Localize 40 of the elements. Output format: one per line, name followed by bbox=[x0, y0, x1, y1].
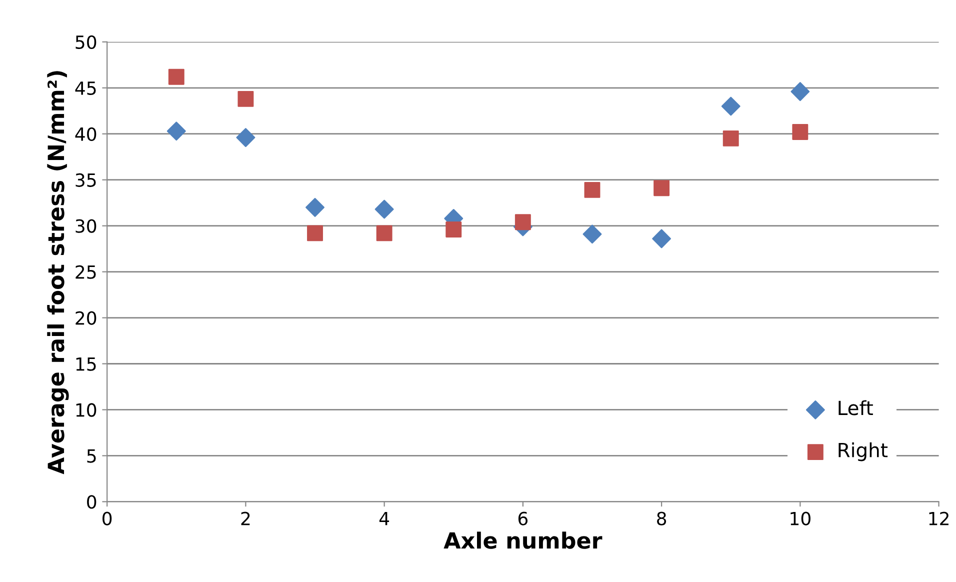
y-tick-label: 30 bbox=[76, 219, 96, 233]
legend-label: Left bbox=[838, 400, 873, 416]
x-tick-label: 2 bbox=[241, 512, 250, 526]
point bbox=[654, 180, 670, 196]
point bbox=[374, 200, 394, 219]
x-tick-label: 10 bbox=[790, 512, 810, 526]
x-tick-label: 0 bbox=[102, 512, 112, 526]
point bbox=[376, 225, 392, 242]
point bbox=[792, 124, 808, 140]
y-tick-label: 50 bbox=[76, 35, 96, 50]
x-tick-label: 8 bbox=[657, 512, 666, 526]
point bbox=[514, 214, 531, 230]
y-tick-label: 20 bbox=[76, 311, 96, 325]
y-axis-title: Average rail foot stress (N/mm²) bbox=[47, 71, 69, 474]
y-tick-label: 0 bbox=[87, 495, 96, 509]
point bbox=[790, 82, 810, 102]
x-tick-label: 4 bbox=[379, 512, 390, 526]
point bbox=[306, 198, 324, 217]
point bbox=[236, 128, 256, 148]
point bbox=[168, 68, 184, 85]
legend-label: Right bbox=[838, 442, 888, 462]
y-tick-label: 10 bbox=[76, 403, 96, 417]
x-tick-label: 6 bbox=[518, 512, 528, 526]
y-tick-label: 35 bbox=[76, 173, 96, 187]
point bbox=[238, 90, 254, 107]
point bbox=[582, 224, 602, 244]
point bbox=[166, 122, 186, 141]
y-tick-label: 40 bbox=[75, 127, 96, 141]
point bbox=[721, 96, 740, 116]
x-tick-label: 12 bbox=[929, 512, 948, 526]
point bbox=[722, 130, 739, 146]
y-tick-label: 45 bbox=[75, 82, 96, 95]
point bbox=[307, 225, 323, 242]
point bbox=[584, 182, 600, 198]
x-axis-title: Axle number bbox=[444, 532, 602, 549]
y-tick-label: 5 bbox=[87, 449, 96, 463]
y-tick-label: 25 bbox=[76, 265, 96, 279]
point bbox=[652, 229, 672, 248]
point bbox=[446, 222, 462, 238]
y-tick-label: 15 bbox=[76, 357, 96, 371]
